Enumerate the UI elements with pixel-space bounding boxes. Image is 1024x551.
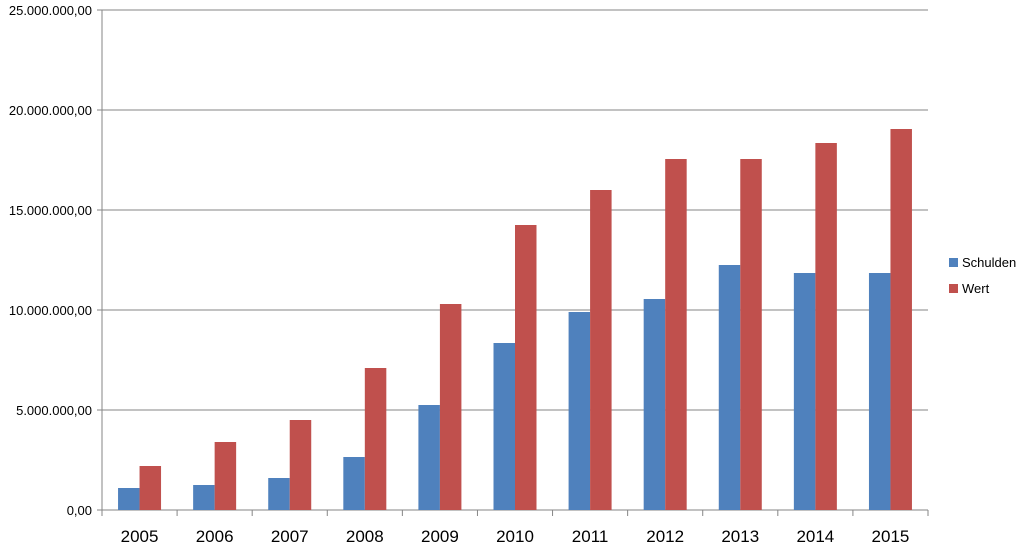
bar-schulden-2007 [268, 478, 290, 510]
y-tick-label: 10.000.000,00 [9, 303, 92, 318]
x-tick-label: 2014 [796, 527, 834, 546]
bar-schulden-2005 [118, 488, 140, 510]
legend-swatch-schulden [949, 258, 958, 267]
bar-schulden-2009 [418, 405, 440, 510]
x-tick-labels: 2005 2006 2007 2008 2009 2010 2011 2012 2013 2014… [121, 527, 910, 546]
bar-wert-2009 [439, 304, 462, 510]
bar-wert-2010 [515, 225, 537, 510]
bar-wert-2015 [890, 129, 912, 510]
bar-schulden-2014 [793, 273, 816, 510]
bar-wert-2007 [289, 420, 312, 510]
x-tick-label: 2010 [496, 527, 534, 546]
x-tick-label: 2015 [872, 527, 910, 546]
x-tick-label: 2012 [646, 527, 684, 546]
y-tick-label: 15.000.000,00 [9, 203, 92, 218]
y-tick-label: 0,00 [67, 503, 92, 518]
y-tick-label: 5.000.000,00 [16, 403, 92, 418]
bar-wert-2013 [740, 159, 762, 510]
bar-schulden-2012 [643, 299, 666, 510]
bar-wert-2006 [214, 442, 237, 510]
y-tick-labels: 0,00 5.000.000,00 10.000.000,00 15.000.000,… [9, 3, 92, 518]
y-tick-label: 25.000.000,00 [9, 3, 92, 18]
bar-schulden-2006 [193, 485, 215, 510]
bar-schulden-2008 [343, 457, 365, 510]
x-tick-label: 2007 [271, 527, 309, 546]
bar-wert-2008 [364, 368, 387, 510]
bar-wert-2012 [665, 159, 687, 510]
legend-label-schulden: Schulden [962, 255, 1016, 270]
x-tick-label: 2006 [196, 527, 234, 546]
x-tick-label: 2005 [121, 527, 159, 546]
bar-schulden-2011 [568, 312, 591, 510]
bar-schulden-2015 [868, 273, 891, 510]
legend-label-wert: Wert [962, 281, 990, 296]
legend: Schulden Wert [949, 255, 1016, 296]
bar-wert-2011 [590, 190, 612, 510]
y-tick-label: 20.000.000,00 [9, 103, 92, 118]
x-tick-label: 2008 [346, 527, 384, 546]
bars [118, 129, 912, 510]
bar-wert-2005 [139, 466, 162, 510]
bar-schulden-2010 [493, 343, 515, 510]
bar-wert-2014 [815, 143, 837, 510]
x-tick-label: 2011 [572, 527, 609, 546]
bar-schulden-2013 [718, 265, 741, 510]
legend-swatch-wert [949, 284, 958, 293]
x-tick-label: 2009 [421, 527, 459, 546]
gridlines [102, 9, 928, 411]
x-tick-label: 2013 [721, 527, 759, 546]
